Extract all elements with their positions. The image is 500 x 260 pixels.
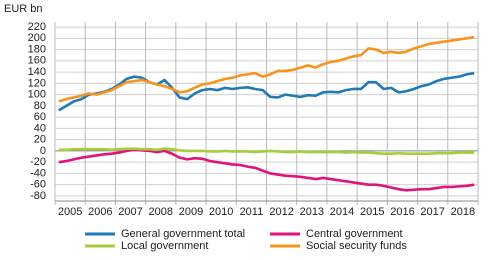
x-tick-label: 2013 [300,206,324,218]
x-tick-label: 2006 [88,206,112,218]
x-tick-label: 2015 [360,206,384,218]
y-tick-label: 0 [40,145,46,157]
x-tick-label: 2016 [390,206,414,218]
y-tick-label: 80 [34,100,46,112]
y-tick-label: 120 [28,77,46,89]
series-line [58,147,475,156]
x-tick-label: 2007 [118,206,142,218]
series-line [58,71,475,112]
x-tick-label: 2005 [58,206,82,218]
y-axis-label: EUR bn [4,3,43,15]
y-tick-label: -60 [30,179,46,191]
y-tick-label: 100 [28,89,46,101]
x-tick-label: 2018 [451,206,475,218]
x-tick-label: 2009 [179,206,203,218]
x-tick-label: 2008 [149,206,173,218]
legend-label: Social security funds [306,240,407,252]
y-tick-label: 60 [34,111,46,123]
y-tick-label: 20 [34,134,46,146]
x-tick-label: 2017 [420,206,444,218]
x-tick-label: 2011 [240,206,264,218]
y-tick-label: 160 [28,55,46,67]
y-tick-label: -80 [30,190,46,202]
legend-label: Central government [306,228,403,240]
y-tick-label: 220 [28,21,46,33]
y-tick-label: 180 [28,43,46,55]
series-line [58,35,475,103]
y-tick-label: 200 [28,32,46,44]
legend-label: Local government [121,240,208,252]
legend-label: General government total [121,228,245,240]
y-tick-label: -40 [30,167,46,179]
y-tick-label: 140 [28,66,46,78]
x-tick-label: 2014 [330,206,354,218]
y-tick-label: 40 [34,122,46,134]
series-line [58,148,475,192]
x-tick-label: 2010 [209,206,233,218]
y-tick-label: -20 [30,156,46,168]
x-tick-label: 2012 [269,206,293,218]
